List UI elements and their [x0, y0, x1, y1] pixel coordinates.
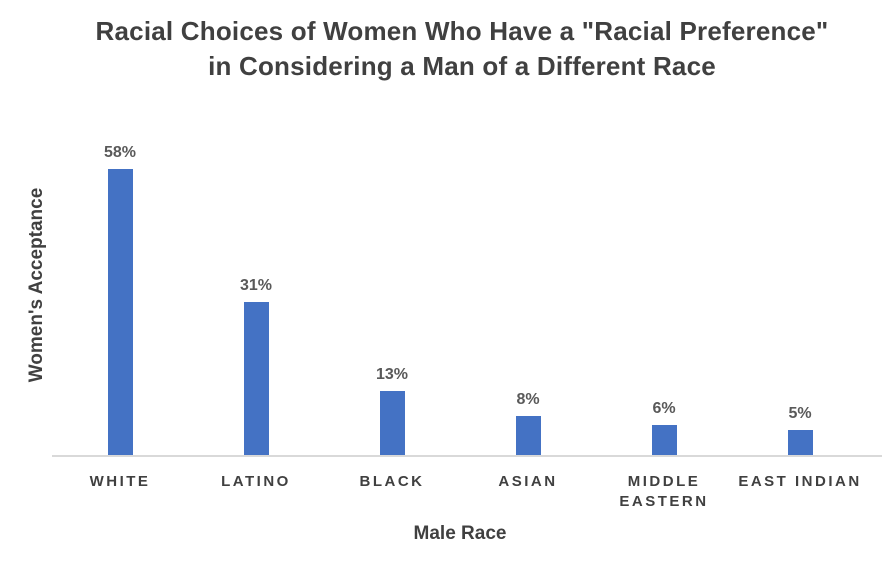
category-label: EAST INDIAN — [738, 473, 862, 490]
bar-column: 31% — [188, 108, 324, 455]
plot-area: 58% 31% 13% 8% 6% 5% — [52, 108, 868, 455]
category-label: BLACK — [359, 473, 425, 490]
bar-column: 58% — [52, 108, 188, 455]
chart-title-line-2: in Considering a Man of a Different Race — [208, 51, 716, 81]
data-label: 6% — [652, 400, 676, 417]
x-axis-labels: WHITE LATINO BLACK ASIAN MIDDLE EASTERN EAST … — [52, 472, 868, 512]
bar-column: 13% — [324, 108, 460, 455]
bar-column: 5% — [732, 108, 868, 455]
bar — [515, 416, 541, 455]
data-label: 58% — [103, 144, 137, 161]
category-label: WHITE — [89, 473, 151, 490]
category-label: MIDDLE EASTERN — [619, 473, 709, 510]
x-axis-line — [52, 455, 882, 457]
bar-column: 6% — [596, 108, 732, 455]
data-label: 8% — [516, 391, 540, 408]
bar — [787, 430, 813, 455]
bar-column: 8% — [460, 108, 596, 455]
category-label: LATINO — [221, 473, 291, 490]
chart-title-line-1: Racial Choices of Women Who Have a "Raci… — [95, 16, 829, 46]
data-label: 31% — [239, 277, 273, 294]
y-axis-title: Women's Acceptance — [26, 187, 47, 383]
category-label: ASIAN — [498, 473, 558, 490]
bar — [651, 425, 677, 455]
bar — [379, 391, 405, 455]
data-label: 13% — [375, 366, 409, 383]
chart-title: Racial Choices of Women Who Have a "Raci… — [40, 14, 884, 84]
bar — [243, 302, 269, 455]
data-label: 5% — [788, 405, 812, 422]
bar — [107, 169, 133, 455]
x-axis-title: Male Race — [413, 523, 507, 544]
